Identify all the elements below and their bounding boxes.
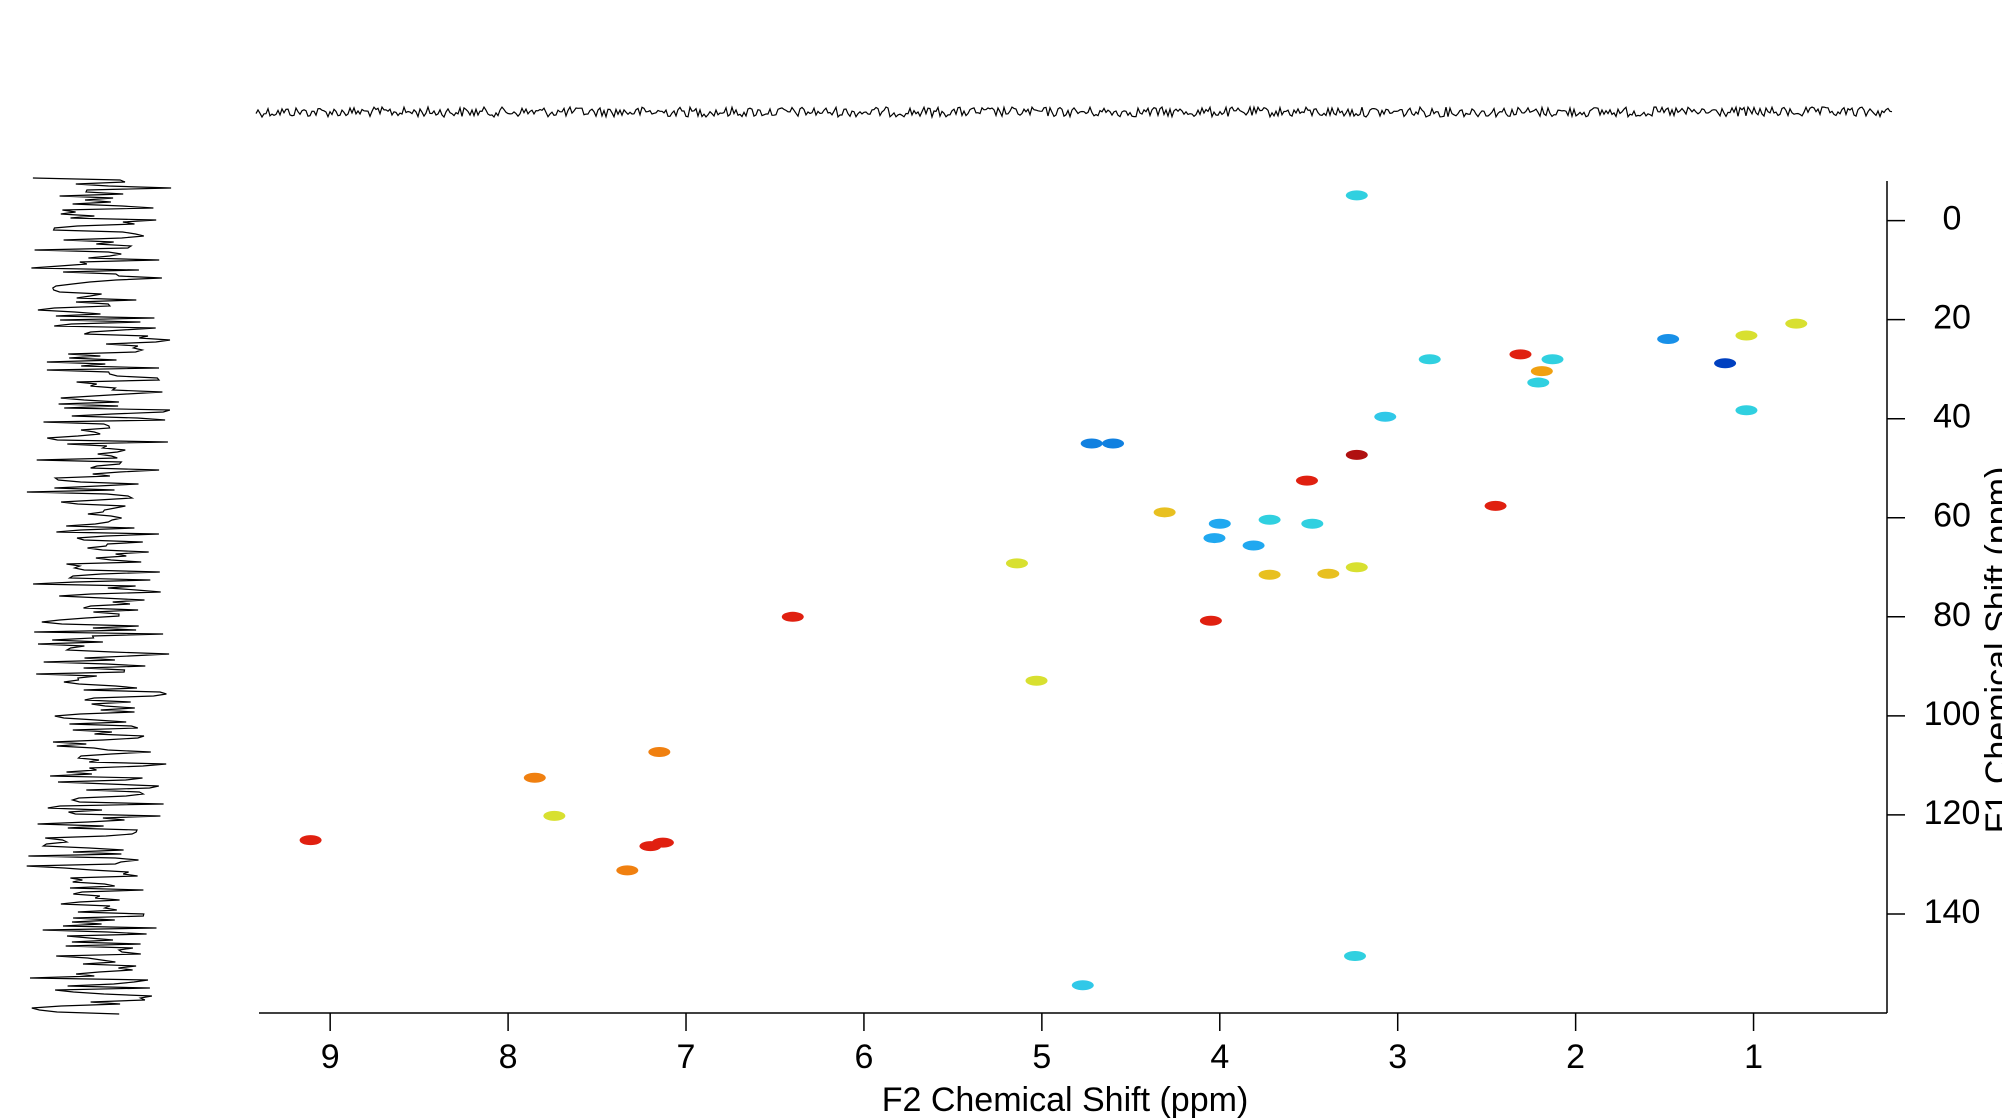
y-tick-label: 0 [1943, 200, 1962, 238]
peak [1295, 475, 1318, 486]
peak [1735, 405, 1758, 416]
y-tick-label: 120 [1924, 794, 1981, 832]
peak [616, 865, 639, 876]
x-tick-label: 6 [854, 1038, 873, 1076]
peak [1153, 507, 1176, 518]
y-tick-label: 80 [1933, 596, 1971, 634]
peak [781, 611, 804, 622]
peak [1258, 569, 1281, 580]
peak [1025, 675, 1048, 686]
x-tick-label: 5 [1032, 1038, 1051, 1076]
peak [523, 772, 546, 783]
peak [1374, 411, 1397, 422]
peak [1530, 366, 1553, 377]
peak [1199, 615, 1222, 626]
peak [651, 837, 674, 848]
x-tick-label: 9 [321, 1038, 340, 1076]
y-tick-label: 20 [1933, 299, 1971, 337]
peak [1484, 500, 1507, 511]
peak [1345, 449, 1368, 460]
peak [1203, 533, 1226, 544]
y-tick-label: 140 [1924, 893, 1981, 931]
x-tick-label: 8 [499, 1038, 518, 1076]
x-tick-label: 3 [1388, 1038, 1407, 1076]
peak [1071, 980, 1094, 991]
peak [1541, 354, 1564, 365]
x-axis-label: F2 Chemical Shift (ppm) [882, 1081, 1249, 1119]
peak [1301, 518, 1324, 529]
y-axis-label: F1 Chemical Shift (ppm) [1979, 467, 2002, 834]
peak [1657, 333, 1680, 344]
y-tick-label: 60 [1933, 497, 1971, 535]
peak [1208, 518, 1231, 529]
peak [1258, 514, 1281, 525]
y-tick-label: 40 [1933, 398, 1971, 436]
x-tick-label: 1 [1744, 1038, 1763, 1076]
peak [543, 810, 566, 821]
peak [1735, 330, 1758, 341]
peak [1242, 540, 1265, 551]
peak [1102, 438, 1125, 449]
y-tick-label: 100 [1924, 695, 1981, 733]
x-tick-label: 7 [677, 1038, 696, 1076]
f2-projection [255, 105, 1893, 120]
peak [1714, 358, 1737, 369]
x-tick-label: 4 [1210, 1038, 1229, 1076]
peak [1418, 354, 1441, 365]
peak [299, 835, 322, 846]
peak [1005, 558, 1028, 569]
peak [1317, 568, 1340, 579]
peak [648, 747, 671, 758]
peak [1785, 318, 1808, 329]
peak [1527, 377, 1550, 388]
peak [1080, 438, 1103, 449]
x-tick-label: 2 [1566, 1038, 1585, 1076]
peak [1344, 951, 1367, 962]
peak [1509, 349, 1532, 360]
peak [1345, 190, 1368, 201]
f1-projection [26, 177, 172, 1015]
peak [1345, 562, 1368, 573]
